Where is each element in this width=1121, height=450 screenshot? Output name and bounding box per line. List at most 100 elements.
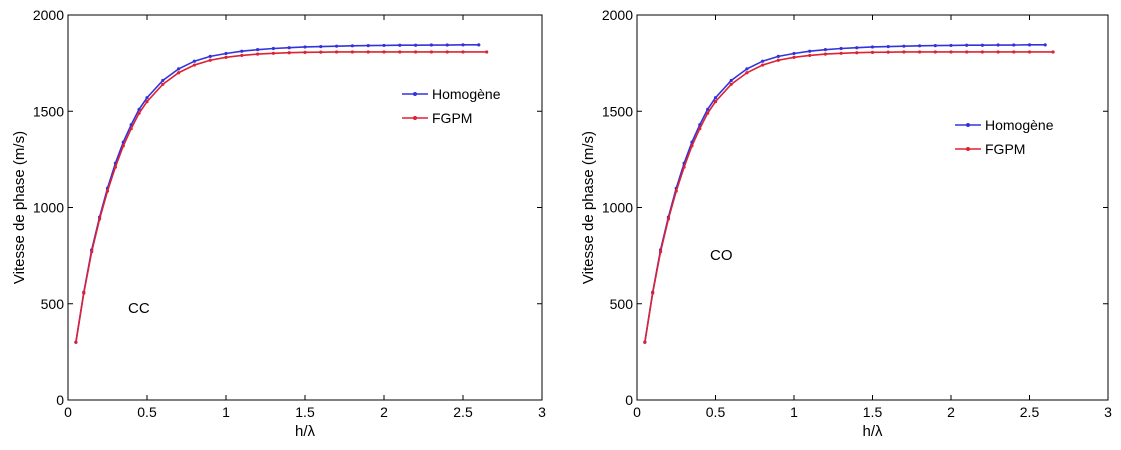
x-axis-label: h/λ: [295, 423, 316, 440]
data-point: [855, 51, 859, 55]
data-point: [713, 100, 718, 104]
data-point: [870, 45, 875, 49]
data-point: [224, 55, 228, 59]
data-point: [445, 50, 449, 54]
x-tick-label: 0: [633, 404, 641, 420]
data-point: [980, 50, 985, 54]
data-point: [666, 217, 671, 221]
data-point: [145, 96, 149, 100]
x-tick-label: 1.5: [295, 404, 315, 420]
legend-entry: FGPM: [985, 141, 1025, 157]
data-point: [82, 291, 86, 295]
data-point: [177, 71, 181, 75]
data-point: [366, 50, 370, 54]
data-point: [461, 50, 465, 54]
data-point: [208, 58, 212, 62]
data-point: [271, 51, 275, 55]
data-point: [98, 217, 102, 221]
data-point: [145, 100, 149, 104]
data-point: [855, 46, 859, 50]
data-point: [461, 43, 465, 47]
y-tick-label: 2000: [602, 7, 633, 23]
x-tick-label: 2: [947, 404, 955, 420]
data-point: [429, 50, 433, 54]
data-point: [208, 54, 212, 58]
data-point: [902, 50, 906, 54]
data-point: [918, 44, 922, 48]
data-point: [1027, 43, 1032, 47]
x-tick-label: 2: [380, 404, 388, 420]
data-point: [382, 50, 386, 54]
data-point: [319, 50, 323, 54]
data-point: [690, 144, 694, 148]
y-axis-label: Vitesse de phase (m/s): [11, 131, 28, 284]
data-point: [1012, 50, 1016, 54]
data-point: [949, 43, 953, 48]
y-tick-label: 1000: [602, 200, 633, 216]
data-point: [414, 43, 418, 47]
data-point: [823, 48, 828, 52]
data-point: [761, 63, 765, 67]
data-point: [792, 55, 796, 59]
data-point: [745, 67, 749, 71]
data-point: [996, 50, 1000, 54]
data-point: [192, 63, 196, 67]
data-point: [1012, 43, 1016, 47]
data-point: [808, 53, 812, 58]
legend-marker: [966, 123, 970, 127]
plot-area: [67, 14, 543, 401]
y-tick-label: 1500: [33, 103, 64, 119]
data-point: [121, 144, 125, 148]
data-point: [1051, 50, 1055, 54]
data-point: [74, 340, 78, 344]
data-point: [137, 107, 141, 111]
legend-entry: Homogène: [985, 117, 1054, 133]
legend: Homogène FGPM: [402, 86, 501, 126]
data-point: [177, 67, 181, 71]
data-point: [933, 50, 937, 54]
data-point: [477, 43, 481, 47]
legend-marker: [966, 147, 970, 151]
y-tick-label: 0: [625, 392, 633, 408]
data-point: [224, 51, 228, 56]
data-point: [996, 43, 1000, 47]
data-point: [918, 50, 922, 54]
data-point: [398, 50, 402, 54]
data-point: [808, 49, 812, 53]
x-axis-label: h/λ: [862, 423, 883, 440]
data-point: [729, 78, 733, 83]
y-axis-label: Vitesse de phase (m/s): [580, 131, 597, 284]
x-tick-label: 0: [64, 404, 72, 420]
data-point: [792, 51, 796, 56]
data-point: [129, 126, 133, 131]
data-point: [485, 50, 489, 54]
legend-entry: Homogène: [432, 86, 501, 102]
data-point: [414, 50, 418, 54]
data-point: [729, 82, 733, 86]
chart-1: 0 0.5 1 1.5 2 2.5 3 0 500 1000 1500 2000 h/λ Vitesse …: [11, 7, 546, 440]
data-point: [350, 44, 354, 48]
y-tick-label: 500: [41, 296, 65, 312]
data-point: [933, 44, 937, 48]
x-tick-label: 0.5: [137, 404, 157, 420]
data-point: [761, 59, 765, 63]
data-point: [256, 52, 260, 56]
x-tick-label: 2.5: [1020, 404, 1040, 420]
data-point: [776, 54, 780, 58]
data-point: [682, 165, 686, 169]
legend-entry: FGPM: [432, 110, 472, 126]
x-tick-label: 3: [538, 404, 546, 420]
data-point: [113, 165, 117, 169]
data-point: [90, 250, 94, 254]
data-point: [643, 340, 647, 344]
data-point: [839, 46, 843, 51]
y-tick-label: 0: [56, 392, 64, 408]
data-point: [429, 43, 433, 47]
annotation-label: CO: [710, 247, 733, 264]
data-point: [965, 50, 969, 54]
data-point: [980, 43, 985, 47]
chart-2: 0 0.5 1 1.5 2 2.5 3 0 500 1000 1500 2000 h/λ Vitesse …: [580, 7, 1112, 440]
data-point: [137, 111, 141, 115]
legend-marker: [413, 92, 417, 96]
